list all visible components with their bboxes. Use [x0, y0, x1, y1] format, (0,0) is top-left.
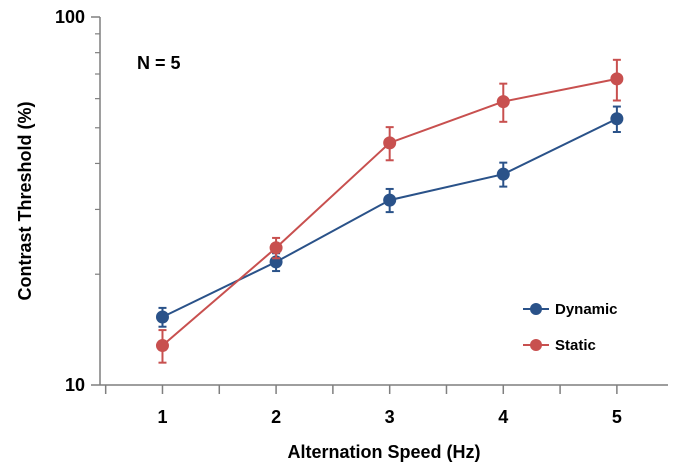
legend-label-static: Static — [555, 337, 596, 354]
annotation-n: N = 5 — [137, 53, 181, 73]
data-point — [269, 241, 283, 255]
data-point — [496, 95, 510, 109]
x-tick-label: 2 — [271, 407, 281, 427]
axes — [99, 17, 668, 386]
x-tick-label: 1 — [157, 407, 167, 427]
y-axis-title: Contrast Threshold (%) — [15, 101, 35, 300]
x-tick-label: 4 — [498, 407, 508, 427]
y-tick-label: 100 — [55, 7, 85, 27]
data-point — [155, 339, 169, 353]
data-point — [610, 72, 624, 86]
series-dynamic — [155, 105, 624, 328]
data-point — [383, 136, 397, 150]
x-axis-title: Alternation Speed (Hz) — [287, 442, 480, 462]
series-layer — [155, 58, 624, 364]
legend-marker-static — [530, 339, 542, 351]
data-point — [155, 310, 169, 324]
data-point — [610, 112, 624, 126]
x-tick-label: 3 — [385, 407, 395, 427]
data-point — [496, 167, 510, 181]
legend-marker-dynamic — [530, 303, 542, 315]
legend-item-static: Static — [523, 337, 596, 354]
legend: Dynamic Static — [523, 301, 618, 354]
legend-label-dynamic: Dynamic — [555, 301, 618, 318]
data-point — [383, 193, 397, 207]
y-ticks: 10 100 — [55, 7, 100, 395]
x-tick-label: 5 — [612, 407, 622, 427]
y-tick-label: 10 — [65, 375, 85, 395]
series-static — [155, 58, 624, 364]
legend-item-dynamic: Dynamic — [523, 301, 618, 318]
x-ticks: 1 2 3 4 5 — [104, 385, 622, 427]
